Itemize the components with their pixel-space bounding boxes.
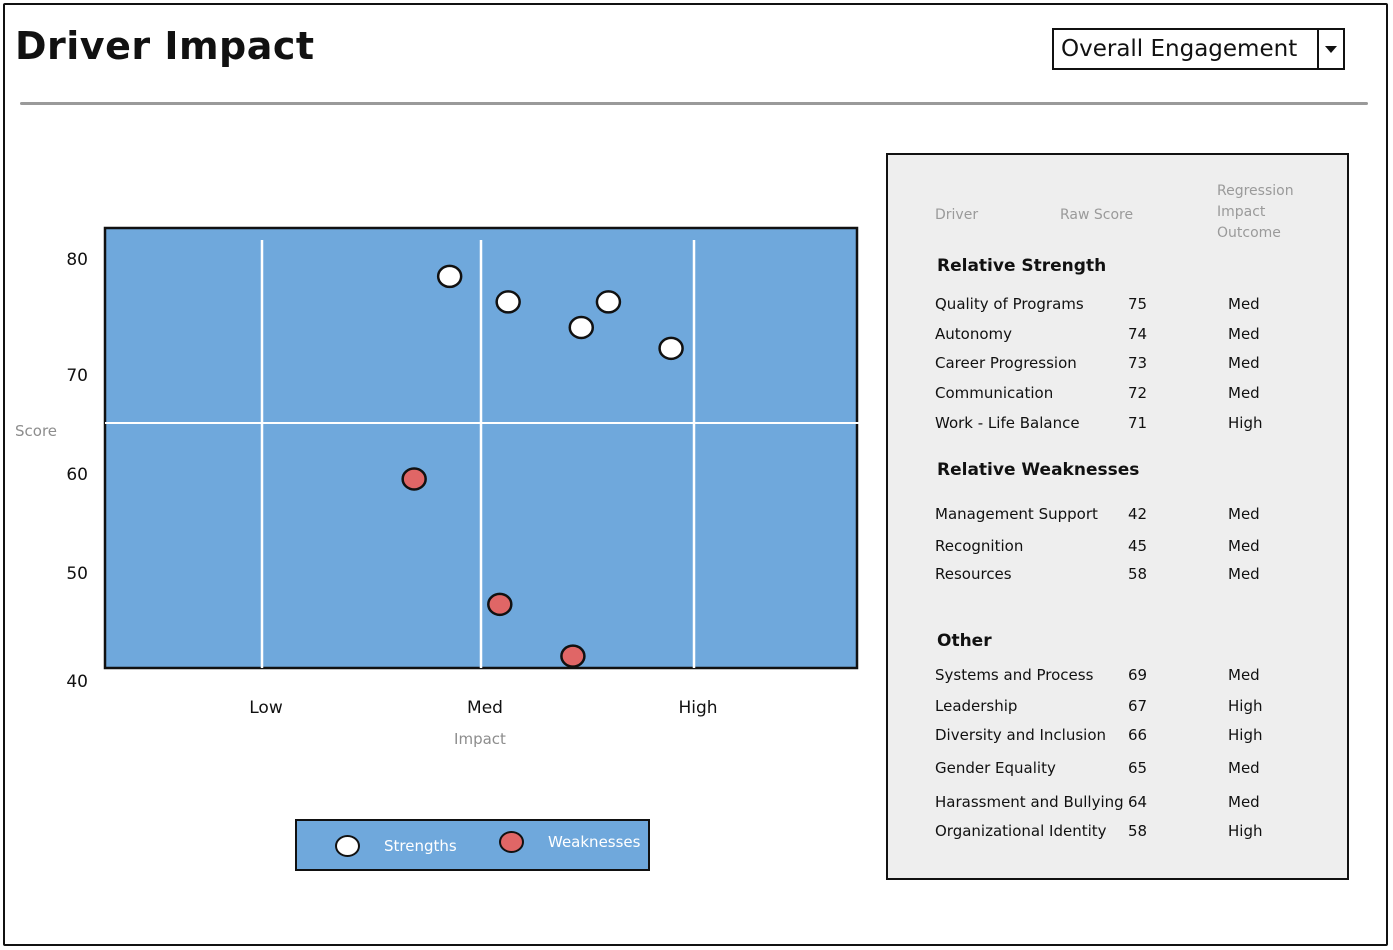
driver-name: Autonomy	[935, 325, 1012, 343]
driver-name: Organizational Identity	[935, 822, 1107, 840]
raw-score: 73	[1128, 354, 1148, 372]
driver-name: Recognition	[935, 537, 1024, 555]
strength-point[interactable]	[436, 264, 463, 289]
table-row: Communication 72 Med	[888, 384, 1347, 406]
column-header-regression-line2: Impact	[1217, 204, 1266, 220]
column-header-regression: Regression Impact Outcome	[1217, 181, 1294, 244]
raw-score: 64	[1128, 793, 1148, 811]
driver-name: Systems and Process	[935, 666, 1094, 684]
table-row: Gender Equality 65 Med	[888, 759, 1347, 781]
impact-outcome: High	[1228, 414, 1263, 432]
impact-outcome: Med	[1228, 565, 1260, 583]
strength-point[interactable]	[658, 336, 684, 361]
raw-score: 66	[1128, 726, 1148, 744]
impact-outcome: Med	[1228, 666, 1260, 684]
column-header-raw-score: Raw Score	[1060, 207, 1134, 223]
driver-name: Diversity and Inclusion	[935, 726, 1107, 744]
driver-name: Leadership	[935, 697, 1018, 715]
chevron-down-icon[interactable]	[1317, 30, 1343, 68]
y-tick-label: 60	[66, 465, 88, 485]
driver-name: Gender Equality	[935, 759, 1056, 777]
strength-point[interactable]	[495, 290, 521, 314]
impact-outcome: Med	[1228, 354, 1260, 372]
raw-score: 67	[1128, 697, 1148, 715]
column-header-regression-line1: Regression	[1217, 183, 1294, 199]
driver-name: Communication	[935, 384, 1054, 402]
section-title-relative-weaknesses: Relative Weaknesses	[937, 460, 1140, 480]
y-axis-label: Score	[15, 422, 57, 440]
impact-outcome: High	[1228, 697, 1263, 715]
raw-score: 65	[1128, 759, 1148, 777]
impact-outcome: Med	[1228, 759, 1260, 777]
impact-outcome: Med	[1228, 384, 1260, 402]
raw-score: 71	[1128, 414, 1148, 432]
table-row: Recognition 45 Med	[888, 537, 1347, 559]
x-tick-label-high: High	[678, 698, 717, 718]
raw-score: 74	[1128, 325, 1148, 343]
table-row: Leadership 67 High	[888, 697, 1347, 719]
legend-strengths-label: Strengths	[384, 837, 457, 855]
section-title-other: Other	[937, 631, 992, 651]
weakness-point[interactable]	[560, 644, 586, 668]
impact-outcome: Med	[1228, 505, 1260, 523]
table-row: Management Support 42 Med	[888, 505, 1347, 527]
weakness-point[interactable]	[487, 592, 513, 617]
driver-name: Harassment and Bullying	[935, 793, 1124, 811]
table-row: Systems and Process 69 Med	[888, 666, 1347, 688]
driver-name: Career Progression	[935, 354, 1077, 372]
x-axis-label: Impact	[454, 730, 506, 748]
impact-outcome: High	[1228, 726, 1263, 744]
driver-name: Management Support	[935, 505, 1098, 523]
raw-score: 72	[1128, 384, 1148, 402]
legend-strength-marker	[335, 835, 360, 857]
outcome-dropdown[interactable]: Overall Engagement	[1052, 28, 1345, 70]
strength-point[interactable]	[595, 290, 622, 314]
y-tick-label: 40	[66, 672, 88, 692]
column-header-driver: Driver	[935, 207, 979, 223]
section-title-relative-strength: Relative Strength	[937, 256, 1107, 276]
y-tick-label: 80	[66, 250, 88, 270]
x-tick-label-low: Low	[249, 698, 283, 718]
strength-point[interactable]	[568, 315, 595, 340]
legend-weakness-marker	[499, 831, 524, 853]
page-title: Driver Impact	[15, 24, 315, 68]
table-row: Organizational Identity 58 High	[888, 822, 1347, 844]
legend-item-strengths: Strengths	[335, 835, 457, 857]
driver-name: Quality of Programs	[935, 295, 1084, 313]
driver-name: Resources	[935, 565, 1012, 583]
table-row: Harassment and Bullying 64 Med	[888, 793, 1347, 815]
impact-outcome: Med	[1228, 793, 1260, 811]
legend-item-weaknesses: Weaknesses	[499, 831, 640, 853]
driver-table-panel: Driver Raw Score Regression Impact Outco…	[886, 153, 1349, 880]
raw-score: 69	[1128, 666, 1148, 684]
chart-legend: Strengths Weaknesses	[295, 819, 650, 871]
header-divider	[20, 102, 1368, 105]
y-tick-label: 70	[66, 366, 88, 386]
impact-outcome: Med	[1228, 537, 1260, 555]
raw-score: 75	[1128, 295, 1148, 313]
table-row: Work - Life Balance 71 High	[888, 414, 1347, 436]
raw-score: 42	[1128, 505, 1148, 523]
legend-weaknesses-label: Weaknesses	[548, 833, 641, 851]
table-row: Career Progression 73 Med	[888, 354, 1347, 376]
raw-score: 58	[1128, 822, 1148, 840]
x-tick-label-med: Med	[467, 698, 503, 718]
table-row: Autonomy 74 Med	[888, 325, 1347, 347]
table-row: Diversity and Inclusion 66 High	[888, 726, 1347, 748]
impact-outcome: Med	[1228, 295, 1260, 313]
raw-score: 45	[1128, 537, 1148, 555]
column-header-regression-line3: Outcome	[1217, 225, 1281, 241]
table-row: Resources 58 Med	[888, 565, 1347, 587]
impact-outcome: High	[1228, 822, 1263, 840]
driver-name: Work - Life Balance	[935, 414, 1080, 432]
outcome-dropdown-value: Overall Engagement	[1061, 36, 1298, 62]
y-tick-label: 50	[66, 564, 88, 584]
impact-outcome: Med	[1228, 325, 1260, 343]
table-row: Quality of Programs 75 Med	[888, 295, 1347, 317]
weakness-point[interactable]	[401, 467, 427, 491]
raw-score: 58	[1128, 565, 1148, 583]
